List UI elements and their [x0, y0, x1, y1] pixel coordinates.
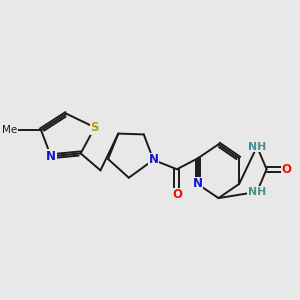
Text: N: N [148, 153, 158, 167]
Text: S: S [91, 121, 99, 134]
Text: N: N [46, 150, 56, 163]
Text: NH: NH [248, 187, 266, 197]
Text: O: O [172, 188, 182, 201]
Text: Me: Me [2, 125, 17, 135]
Text: N: N [193, 178, 202, 190]
Text: O: O [281, 163, 291, 176]
Text: NH: NH [248, 142, 266, 152]
